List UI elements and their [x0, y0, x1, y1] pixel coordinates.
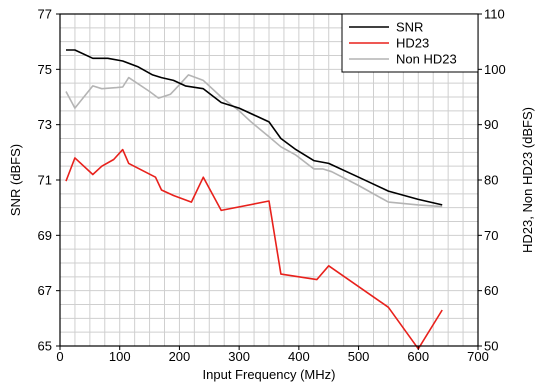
left-tick-label: 75 — [38, 62, 52, 77]
left-tick-label: 71 — [38, 173, 52, 188]
x-axis-ticks: 0 100 200 300 400 500 600 700 — [56, 346, 489, 364]
legend-label-non-hd23: Non HD23 — [396, 52, 457, 67]
x-tick-label: 200 — [169, 349, 191, 364]
left-tick-label: 77 — [38, 7, 52, 22]
legend-label-hd23: HD23 — [396, 36, 429, 51]
x-tick-label: 300 — [228, 349, 250, 364]
x-tick-label: 100 — [109, 349, 131, 364]
left-axis-title: SNR (dBFS) — [8, 144, 23, 216]
right-tick-label: 80 — [484, 173, 498, 188]
left-axis-ticks: 65 67 69 71 73 75 77 — [38, 7, 60, 354]
right-tick-label: 70 — [484, 228, 498, 243]
series-line-non-hd23 — [65, 74, 443, 208]
legend-label-snr: SNR — [396, 20, 423, 35]
right-tick-label: 90 — [484, 117, 498, 132]
x-tick-label: 600 — [407, 349, 429, 364]
right-axis-title: HD23, Non HD23 (dBFS) — [520, 107, 535, 253]
left-tick-label: 67 — [38, 283, 52, 298]
x-axis-title: Input Frequency (MHz) — [203, 367, 336, 382]
right-axis-ticks: 50 60 70 80 90 100 110 — [478, 7, 506, 354]
x-tick-label: 400 — [288, 349, 310, 364]
grid — [60, 14, 478, 346]
series-layer — [65, 49, 443, 350]
left-tick-label: 69 — [38, 228, 52, 243]
series-line-hd23 — [65, 148, 443, 350]
x-tick-label: 500 — [348, 349, 370, 364]
right-tick-label: 100 — [484, 62, 506, 77]
left-tick-label: 65 — [38, 339, 52, 354]
right-tick-label: 60 — [484, 283, 498, 298]
x-tick-label: 0 — [56, 349, 63, 364]
right-tick-label: 50 — [484, 339, 498, 354]
left-tick-label: 73 — [38, 117, 52, 132]
x-tick-label: 700 — [467, 349, 489, 364]
right-tick-label: 110 — [484, 7, 505, 22]
series-line-snr — [66, 49, 443, 206]
